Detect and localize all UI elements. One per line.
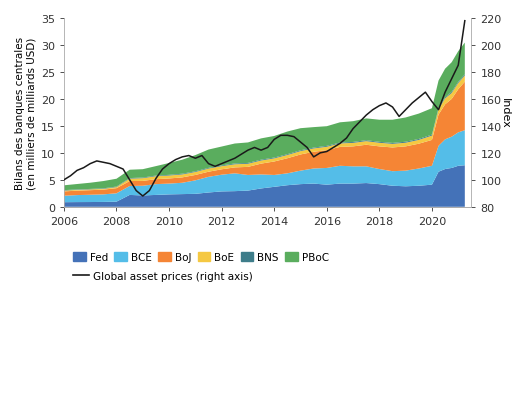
Y-axis label: Index: Index: [500, 98, 510, 128]
Y-axis label: Bilans des banques centrales
(en milliers de milliards USD): Bilans des banques centrales (en millier…: [15, 37, 37, 190]
Legend: Global asset prices (right axis): Global asset prices (right axis): [69, 267, 257, 286]
